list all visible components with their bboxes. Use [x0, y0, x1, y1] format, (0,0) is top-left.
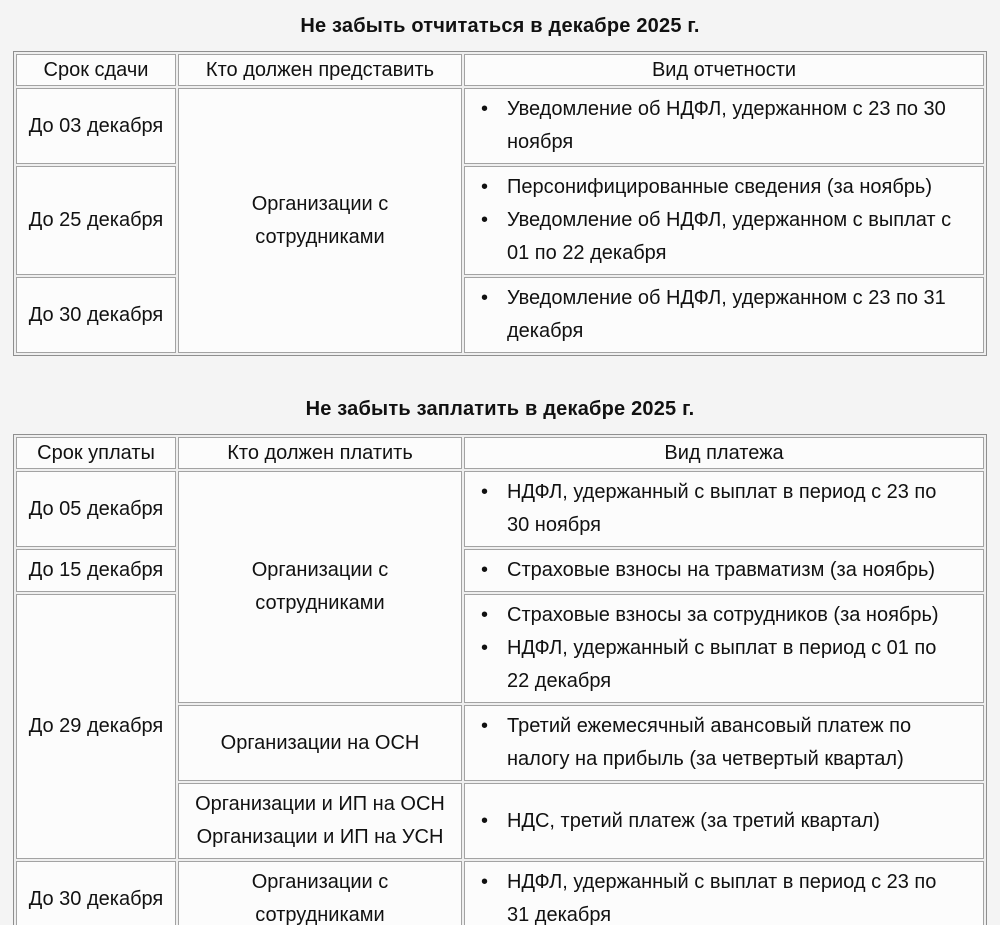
- bullet-icon: •: [481, 559, 489, 581]
- column-header-type: Вид платежа: [464, 437, 984, 469]
- header-row: Срок сдачи Кто должен представить Вид от…: [16, 54, 984, 86]
- list-item-text: Уведомление об НДФЛ, удержанном с 23 по …: [507, 98, 946, 153]
- payer-line: Организации и ИП на УСН: [196, 826, 444, 848]
- list-item: • Персонифицированные сведения (за ноябр…: [478, 171, 975, 204]
- list-item-text: Страховые взносы на травматизм (за ноябр…: [507, 559, 936, 581]
- table-row: Организации и ИП на ОСН Организации и ИП…: [16, 783, 984, 859]
- table-row: До 29 декабря • Страховые взносы за сотр…: [16, 594, 984, 859]
- table-row: До 30 декабря Организации с сотрудниками…: [16, 861, 984, 925]
- table-row: До 05 декабря Организации с сотрудниками…: [16, 471, 984, 703]
- report-table-title: Не забыть отчитаться в декабре 2025 г.: [300, 15, 700, 37]
- list-item: • Уведомление об НДФЛ, удержанном с 23 п…: [478, 282, 975, 348]
- bullet-icon: •: [481, 209, 489, 231]
- list-item-text: НДФЛ, удержанный с выплат в период с 23 …: [507, 481, 937, 536]
- list-item-text: Персонифицированные сведения (за ноябрь): [507, 176, 932, 198]
- bullet-icon: •: [481, 715, 489, 737]
- payment-deadlines-table: Срок уплаты Кто должен платить Вид плате…: [13, 434, 987, 925]
- bullet-icon: •: [481, 809, 489, 832]
- payer-cell: Организации с сотрудниками: [178, 861, 462, 925]
- column-header-due: Срок сдачи: [16, 54, 176, 86]
- column-header-who: Кто должен представить: [178, 54, 462, 86]
- bullet-icon: •: [481, 871, 489, 893]
- column-header-type: Вид отчетности: [464, 54, 984, 86]
- report-deadlines-table: Срок сдачи Кто должен представить Вид от…: [13, 51, 987, 356]
- bullet-icon: •: [481, 604, 489, 626]
- table-row: До 03 декабря Организации с сотрудниками…: [16, 88, 984, 353]
- list-item-text: НДС, третий платеж (за третий квартал): [507, 809, 880, 832]
- bullet-icon: •: [481, 176, 489, 198]
- payment-type-cell: • Третий ежемесячный авансовый платеж по…: [464, 705, 984, 781]
- list-item-text: НДФЛ, удержанный с выплат в период с 23 …: [507, 871, 937, 925]
- list-item-text: Уведомление об НДФЛ, удержанном с 23 по …: [507, 287, 946, 342]
- list-item-text: НДФЛ, удержанный с выплат в период с 01 …: [507, 637, 937, 692]
- payer-line: Организации и ИП на ОСН: [195, 793, 445, 815]
- report-type-cell: • Уведомление об НДФЛ, удержанном с 23 п…: [464, 88, 984, 164]
- list-item: • НДС, третий платеж (за третий квартал): [478, 805, 975, 838]
- due-date-cell: До 25 декабря: [16, 166, 176, 275]
- due-date-cell: До 30 декабря: [16, 861, 176, 925]
- list-item: • НДФЛ, удержанный с выплат в период с 2…: [478, 476, 975, 542]
- list-item: • Третий ежемесячный авансовый платеж по…: [478, 710, 975, 776]
- list-item-text: Страховые взносы за сотрудников (за нояб…: [507, 604, 939, 626]
- payment-type-cell: • НДФЛ, удержанный с выплат в период с 2…: [464, 861, 984, 925]
- table-row: Организации на ОСН • Третий ежемесячный …: [16, 705, 984, 781]
- table-row: До 30 декабря • Уведомление об НДФЛ, уде…: [16, 277, 984, 353]
- header-row: Срок уплаты Кто должен платить Вид плате…: [16, 437, 984, 469]
- payer-cell: Организации и ИП на ОСН Организации и ИП…: [178, 783, 462, 859]
- table-row: До 25 декабря • Персонифицированные свед…: [16, 166, 984, 275]
- report-section: Не забыть отчитаться в декабре 2025 г. С…: [13, 14, 987, 356]
- bullet-icon: •: [481, 98, 489, 120]
- report-type-cell: • Уведомление об НДФЛ, удержанном с 23 п…: [464, 277, 984, 353]
- column-header-due: Срок уплаты: [16, 437, 176, 469]
- list-item-text: Уведомление об НДФЛ, удержанном с выплат…: [507, 209, 952, 264]
- payer-cell: Организации на ОСН: [178, 705, 462, 781]
- payment-table-title: Не забыть заплатить в декабре 2025 г.: [305, 398, 695, 420]
- bullet-icon: •: [481, 481, 489, 503]
- list-item: • НДФЛ, удержанный с выплат в период с 0…: [478, 632, 975, 698]
- payment-type-cell: • Страховые взносы на травматизм (за ноя…: [464, 549, 984, 592]
- payment-type-cell: • НДС, третий платеж (за третий квартал): [464, 783, 984, 859]
- due-date-cell: До 30 декабря: [16, 277, 176, 353]
- payment-type-cell: • НДФЛ, удержанный с выплат в период с 2…: [464, 471, 984, 547]
- table-row: До 15 декабря • Страховые взносы на трав…: [16, 549, 984, 592]
- list-item: • Страховые взносы на травматизм (за ноя…: [478, 554, 975, 587]
- list-item: • Страховые взносы за сотрудников (за но…: [478, 599, 975, 632]
- bullet-icon: •: [481, 637, 489, 659]
- list-item: • Уведомление об НДФЛ, удержанном с 23 п…: [478, 93, 975, 159]
- report-type-cell: • Персонифицированные сведения (за ноябр…: [464, 166, 984, 275]
- column-header-who: Кто должен платить: [178, 437, 462, 469]
- payment-section: Не забыть заплатить в декабре 2025 г. Ср…: [13, 397, 987, 925]
- list-item: • НДФЛ, удержанный с выплат в период с 2…: [478, 866, 975, 925]
- due-date-cell: До 05 декабря: [16, 471, 176, 547]
- due-date-cell: До 15 декабря: [16, 549, 176, 592]
- payment-type-cell: • Страховые взносы за сотрудников (за но…: [464, 594, 984, 703]
- list-item-text: Третий ежемесячный авансовый платеж по н…: [507, 715, 912, 770]
- payer-cell: Организации с сотрудниками: [178, 88, 462, 353]
- due-date-cell: До 29 декабря: [16, 594, 176, 859]
- payer-cell: Организации с сотрудниками: [178, 471, 462, 703]
- bullet-icon: •: [481, 287, 489, 309]
- due-date-cell: До 03 декабря: [16, 88, 176, 164]
- list-item: • Уведомление об НДФЛ, удержанном с выпл…: [478, 204, 975, 270]
